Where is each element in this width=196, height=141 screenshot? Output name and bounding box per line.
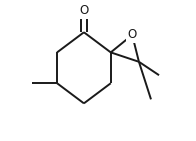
Text: O: O [79, 4, 89, 17]
Text: O: O [128, 28, 137, 41]
